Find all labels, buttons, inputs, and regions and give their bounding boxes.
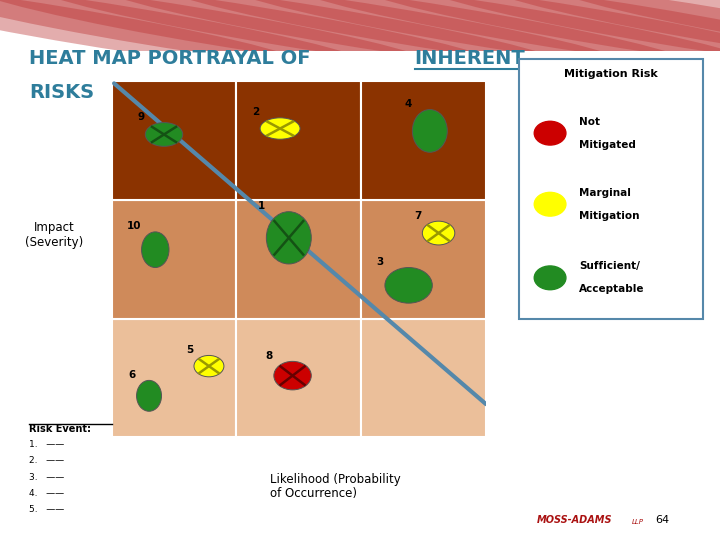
- Text: 4.   ——: 4. ——: [29, 489, 64, 498]
- Text: Sufficient/: Sufficient/: [579, 261, 640, 271]
- FancyBboxPatch shape: [519, 59, 703, 319]
- Circle shape: [534, 266, 566, 289]
- Text: 2: 2: [252, 107, 259, 117]
- Text: 5: 5: [186, 345, 194, 355]
- Bar: [236, 81, 361, 200]
- Bar: [361, 319, 486, 437]
- Ellipse shape: [30, 0, 503, 69]
- Text: 3: 3: [377, 257, 384, 267]
- Text: Risk Event:: Risk Event:: [29, 424, 91, 434]
- Ellipse shape: [159, 0, 633, 69]
- Ellipse shape: [137, 380, 161, 411]
- Ellipse shape: [423, 221, 455, 245]
- Bar: [112, 200, 236, 319]
- Bar: [112, 81, 236, 200]
- Bar: [361, 200, 486, 319]
- Text: 3.   ——: 3. ——: [29, 472, 64, 482]
- Ellipse shape: [385, 267, 432, 303]
- Bar: [236, 319, 361, 437]
- Text: INHERENT: INHERENT: [415, 49, 526, 68]
- Ellipse shape: [413, 110, 447, 152]
- Text: 64: 64: [655, 515, 670, 525]
- Bar: [361, 81, 486, 200]
- Ellipse shape: [274, 361, 311, 390]
- Ellipse shape: [0, 0, 438, 69]
- Text: Mitigated: Mitigated: [579, 140, 636, 150]
- Ellipse shape: [266, 212, 311, 264]
- Ellipse shape: [94, 0, 568, 69]
- Text: Not: Not: [579, 117, 600, 127]
- Text: 6: 6: [129, 370, 136, 380]
- Ellipse shape: [418, 0, 720, 69]
- Ellipse shape: [145, 123, 183, 146]
- Bar: [112, 319, 236, 437]
- Text: 1.   ——: 1. ——: [29, 440, 64, 449]
- Ellipse shape: [194, 355, 224, 377]
- Text: 10: 10: [127, 221, 141, 231]
- Text: Marginal: Marginal: [579, 188, 631, 198]
- Circle shape: [534, 192, 566, 216]
- Text: Mitigation: Mitigation: [579, 211, 639, 221]
- Text: 2.   ——: 2. ——: [29, 456, 64, 465]
- Text: Likelihood (Probability
of Occurrence): Likelihood (Probability of Occurrence): [270, 472, 401, 501]
- Bar: [236, 200, 361, 319]
- Text: 8: 8: [266, 351, 273, 361]
- Ellipse shape: [0, 0, 309, 69]
- Circle shape: [534, 122, 566, 145]
- Text: 7: 7: [414, 211, 422, 221]
- Text: 9: 9: [138, 112, 145, 122]
- Ellipse shape: [289, 0, 720, 69]
- Text: 1: 1: [258, 201, 266, 211]
- Text: LLP: LLP: [632, 519, 644, 525]
- Ellipse shape: [0, 0, 374, 69]
- Text: MOSS-ADAMS: MOSS-ADAMS: [536, 515, 612, 525]
- Text: 4: 4: [405, 99, 412, 109]
- Text: Impact
(Severity): Impact (Severity): [25, 221, 83, 249]
- Ellipse shape: [142, 232, 169, 267]
- Ellipse shape: [224, 0, 698, 69]
- Text: RISKS: RISKS: [29, 83, 94, 102]
- Text: Acceptable: Acceptable: [579, 284, 644, 294]
- Text: 5.   ——: 5. ——: [29, 505, 64, 514]
- Ellipse shape: [260, 118, 300, 139]
- Text: Mitigation Risk: Mitigation Risk: [564, 69, 658, 79]
- Ellipse shape: [548, 0, 720, 69]
- Text: HEAT MAP PORTRAYAL OF: HEAT MAP PORTRAYAL OF: [29, 49, 317, 68]
- Ellipse shape: [354, 0, 720, 69]
- Ellipse shape: [483, 0, 720, 69]
